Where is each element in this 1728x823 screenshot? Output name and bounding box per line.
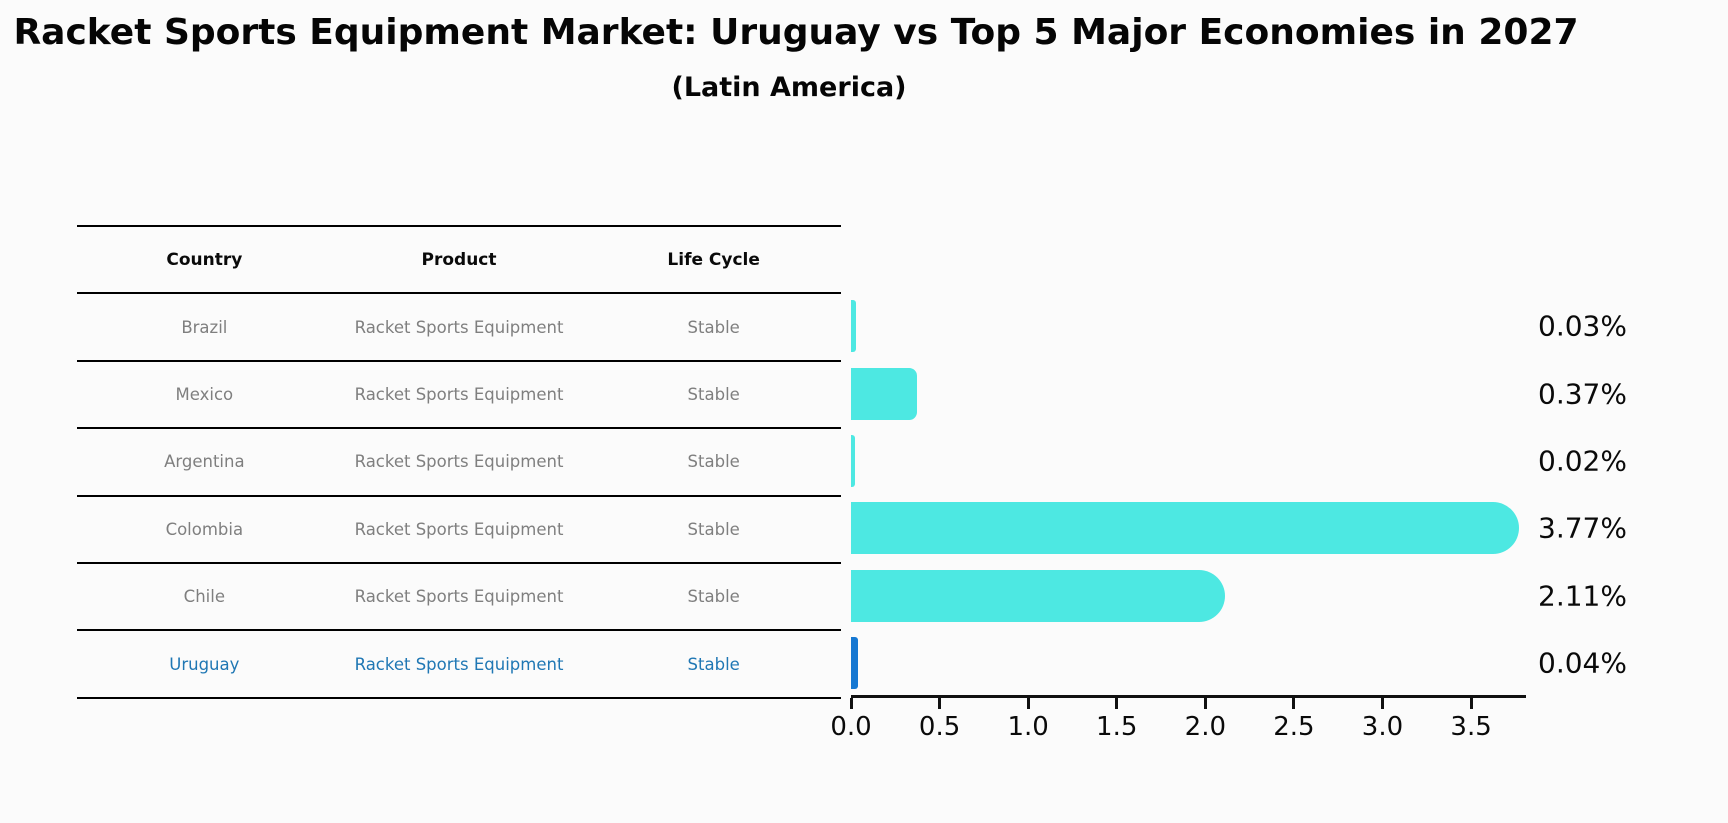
bar-value-label: 0.03% — [1538, 309, 1627, 343]
cell-lifecycle: Stable — [687, 654, 740, 674]
bar-value-label: 3.77% — [1538, 511, 1627, 545]
bar-value-label: 0.37% — [1538, 377, 1627, 410]
cell-lifecycle: Stable — [687, 452, 740, 472]
cell-lifecycle: Stable — [687, 519, 740, 539]
bar-mexico — [851, 367, 917, 420]
x-axis-tick-label: 0.0 — [830, 712, 872, 742]
column-header-lifecycle: Life Cycle — [667, 249, 760, 270]
column-header-country: Country — [166, 249, 243, 270]
x-axis-tick-label: 2.0 — [1184, 712, 1227, 742]
chart-title: Racket Sports Equipment Market: Uruguay … — [13, 12, 1579, 53]
x-axis-tick-label: 3.5 — [1450, 712, 1492, 742]
table-row: Chile Racket Sports Equipment Stable — [77, 564, 841, 632]
x-axis-tick-label: 1.0 — [1007, 712, 1049, 742]
bar-value-label: 2.11% — [1538, 579, 1627, 613]
bar-value-label: 0.02% — [1538, 444, 1627, 478]
cell-product: Racket Sports Equipment — [354, 384, 564, 404]
cell-country: Brazil — [181, 317, 228, 337]
bar-brazil — [851, 300, 857, 353]
x-axis-tick — [1380, 698, 1384, 709]
x-axis-tick-label: 3.0 — [1361, 712, 1404, 742]
cell-product: Racket Sports Equipment — [354, 452, 564, 472]
bar-value-label: 0.04% — [1538, 646, 1627, 680]
cell-product: Racket Sports Equipment — [354, 519, 564, 539]
x-axis-tick — [938, 698, 942, 709]
cell-product: Racket Sports Equipment — [354, 654, 564, 674]
x-axis-tick — [1469, 698, 1473, 709]
x-axis-tick — [849, 698, 853, 709]
x-axis-tick — [1026, 698, 1030, 709]
table-row: Brazil Racket Sports Equipment Stable — [77, 294, 841, 362]
chart-subtitle: (Latin America) — [671, 72, 907, 103]
x-axis-tick-label: 0.5 — [918, 712, 961, 742]
column-header-product: Product — [421, 249, 497, 270]
cell-product: Racket Sports Equipment — [354, 587, 564, 607]
cell-country: Argentina — [164, 452, 245, 472]
x-axis-tick — [1115, 698, 1119, 709]
x-axis-tick — [1203, 698, 1207, 709]
bar-chile — [851, 569, 1225, 622]
x-axis-tick — [1292, 698, 1296, 709]
x-axis-tick-label: 1.5 — [1096, 712, 1138, 742]
cell-country: Chile — [183, 587, 225, 607]
cell-lifecycle: Stable — [687, 384, 740, 404]
table-header-row: Country Product Life Cycle — [77, 227, 841, 295]
cell-country: Uruguay — [169, 654, 240, 674]
cell-product: Racket Sports Equipment — [354, 317, 564, 337]
table-row: Uruguay Racket Sports Equipment Stable — [77, 631, 841, 699]
cell-country: Colombia — [165, 519, 244, 539]
bar-colombia — [851, 502, 1519, 555]
table-row: Colombia Racket Sports Equipment Stable — [77, 497, 841, 564]
table-row: Mexico Racket Sports Equipment Stable — [77, 362, 841, 430]
table-row: Argentina Racket Sports Equipment Stable — [77, 429, 841, 497]
bar-uruguay — [851, 637, 859, 690]
cell-lifecycle: Stable — [687, 587, 740, 607]
x-axis-tick-label: 2.5 — [1273, 712, 1315, 742]
comparison-table: Country Product Life Cycle Brazil Racket… — [77, 225, 841, 699]
cell-lifecycle: Stable — [687, 317, 740, 337]
cell-country: Mexico — [175, 384, 234, 404]
bar-argentina — [851, 434, 855, 487]
x-axis-line — [851, 695, 1526, 698]
